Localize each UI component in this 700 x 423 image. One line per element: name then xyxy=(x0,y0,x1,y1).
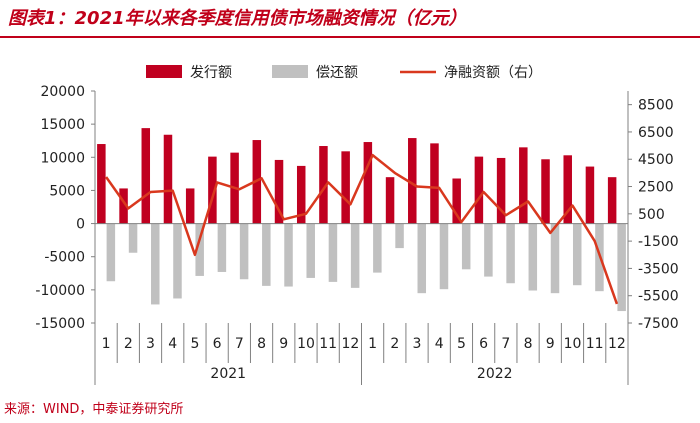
issuance-bar xyxy=(274,159,284,224)
right-tick-label: -1500 xyxy=(638,234,679,250)
month-label: 4 xyxy=(168,336,177,352)
issuance-bar xyxy=(541,159,550,224)
left-tick-label: -10000 xyxy=(35,283,85,299)
repayment-bar xyxy=(195,223,204,276)
repayment-bar xyxy=(328,223,338,282)
month-label: 12 xyxy=(608,336,626,352)
left-tick-label: 20000 xyxy=(40,84,85,100)
month-label: 11 xyxy=(586,336,604,352)
month-label: 4 xyxy=(435,336,444,352)
issuance-bar xyxy=(585,166,595,224)
issuance-bar xyxy=(163,134,173,224)
legend-label-issuance: 发行额 xyxy=(190,65,232,81)
repayment-bar xyxy=(151,223,160,305)
repayment-bar xyxy=(484,223,493,277)
chart-title: 图表1：2021年以来各季度信用债市场融资情况（亿元） xyxy=(8,8,467,29)
right-tick-label: 500 xyxy=(638,207,665,223)
legend-label-net: 净融资额（右） xyxy=(444,65,542,81)
source-note: 来源：WIND，中泰证券研究所 xyxy=(4,402,184,417)
month-label: 5 xyxy=(457,336,466,352)
repayment-bar xyxy=(395,223,404,249)
repayment-bar xyxy=(350,223,360,288)
issuance-bar xyxy=(474,156,484,224)
right-tick-label: -3500 xyxy=(638,261,679,277)
issuance-bar xyxy=(408,138,417,224)
net-financing-line xyxy=(105,153,619,305)
title-rule xyxy=(0,36,700,38)
month-label: 2 xyxy=(124,336,133,352)
issuance-bar xyxy=(97,144,106,224)
legend-swatch-issuance xyxy=(146,65,182,78)
repayment-bar xyxy=(550,223,560,294)
left-tick-label: 10000 xyxy=(40,150,85,166)
issuance-bar xyxy=(363,142,373,224)
repayment-bar xyxy=(173,223,182,299)
issuance-bar xyxy=(430,143,439,224)
repayment-bar xyxy=(128,223,138,253)
right-tick-label: 8500 xyxy=(638,98,674,114)
right-tick-label: 2500 xyxy=(638,180,674,196)
right-tick-label: -7500 xyxy=(638,316,679,332)
repayment-bar xyxy=(262,223,271,286)
issuance-bar xyxy=(563,155,572,224)
month-label: 5 xyxy=(190,336,199,352)
issuance-bar xyxy=(341,151,350,224)
chart: 20000150001000050000-5000-10000-15000850… xyxy=(35,65,679,385)
repayment-bar xyxy=(217,223,227,272)
issuance-bar xyxy=(319,146,328,224)
month-label: 2 xyxy=(390,336,399,352)
issuance-bar xyxy=(607,177,617,224)
repayment-bar xyxy=(461,223,471,270)
year-label: 2021 xyxy=(210,366,246,382)
left-tick-label: 5000 xyxy=(49,183,85,199)
repayment-bar xyxy=(617,223,626,312)
repayment-bar xyxy=(506,223,515,284)
left-tick-label: 0 xyxy=(76,217,85,233)
issuance-bar xyxy=(452,178,461,224)
right-tick-label: 6500 xyxy=(638,125,674,141)
month-label: 1 xyxy=(368,336,377,352)
month-label: 11 xyxy=(319,336,337,352)
month-label: 1 xyxy=(102,336,111,352)
month-label: 9 xyxy=(279,336,288,352)
issuance-bar xyxy=(185,188,195,224)
month-label: 3 xyxy=(146,336,155,352)
issuance-bar xyxy=(119,188,128,224)
month-label: 10 xyxy=(297,336,315,352)
right-tick-label: 4500 xyxy=(638,152,674,168)
legend-swatch-repayment xyxy=(272,65,308,78)
left-tick-label: 15000 xyxy=(40,117,85,133)
month-label: 8 xyxy=(257,336,266,352)
issuance-bar xyxy=(296,165,306,224)
left-tick-label: -5000 xyxy=(44,250,85,266)
repayment-bar xyxy=(239,223,249,280)
month-label: 3 xyxy=(413,336,422,352)
month-label: 7 xyxy=(235,336,244,352)
issuance-bar xyxy=(141,128,151,224)
repayment-bar xyxy=(373,223,382,273)
month-label: 12 xyxy=(341,336,359,352)
month-label: 7 xyxy=(501,336,510,352)
repayment-bar xyxy=(417,223,427,294)
repayment-bar xyxy=(528,223,538,291)
right-tick-label: -5500 xyxy=(638,289,679,305)
legend-label-repayment: 偿还额 xyxy=(316,65,358,81)
repayment-bar xyxy=(284,223,293,287)
year-label: 2022 xyxy=(477,366,513,382)
repayment-bar xyxy=(572,223,582,286)
repayment-bar xyxy=(439,223,449,290)
month-label: 9 xyxy=(546,336,555,352)
month-label: 10 xyxy=(564,336,582,352)
issuance-bar xyxy=(385,177,395,224)
issuance-bar xyxy=(519,147,528,224)
month-label: 6 xyxy=(479,336,488,352)
issuance-bar xyxy=(208,156,217,224)
repayment-bar xyxy=(106,223,116,282)
issuance-bar xyxy=(496,157,506,224)
month-label: 6 xyxy=(213,336,222,352)
left-tick-label: -15000 xyxy=(35,316,85,332)
repayment-bar xyxy=(306,223,315,278)
month-label: 8 xyxy=(524,336,533,352)
